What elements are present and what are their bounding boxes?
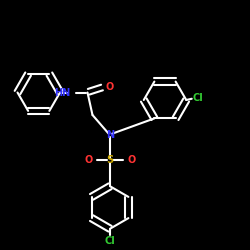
Text: Cl: Cl [104,236,116,246]
Text: N: N [106,130,114,140]
Text: Cl: Cl [193,93,203,103]
Text: O: O [105,82,113,92]
Text: O: O [128,155,136,165]
Text: HN: HN [54,88,70,98]
Text: S: S [106,155,114,165]
Text: O: O [84,155,92,165]
